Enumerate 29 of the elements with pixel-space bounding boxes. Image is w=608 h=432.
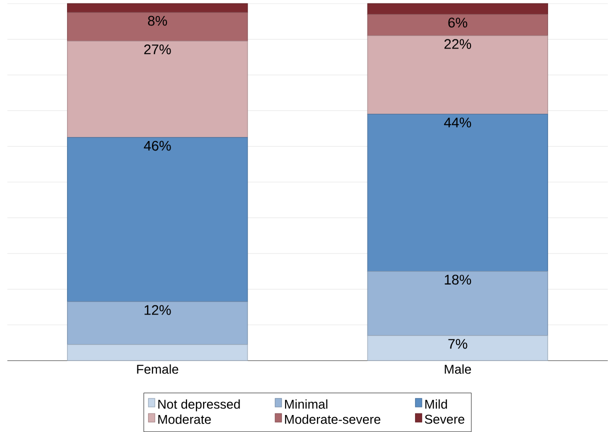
legend-label: Minimal <box>285 399 328 409</box>
legend-label: Not depressed <box>158 399 240 412</box>
data-label: 18% <box>444 274 472 285</box>
data-label: 8% <box>148 16 167 26</box>
bar <box>67 12 248 42</box>
bar <box>67 344 248 361</box>
data-label: 6% <box>448 18 468 28</box>
bar <box>367 14 548 36</box>
bar <box>67 40 248 138</box>
bar <box>67 3 248 13</box>
bar <box>67 301 248 345</box>
data-label: 7% <box>448 339 468 349</box>
legend-label: Severe <box>424 414 464 424</box>
legend-label: Moderate <box>158 414 211 424</box>
legend-label: Moderate-severe <box>285 414 380 424</box>
bar <box>367 35 548 115</box>
data-label: 44% <box>444 118 472 128</box>
bar <box>367 3 548 15</box>
data-label: 46% <box>144 140 171 151</box>
bar <box>367 114 548 272</box>
x-tick-label: Female <box>137 364 178 374</box>
x-tick-label: Male <box>444 364 471 374</box>
data-label: 27% <box>144 44 171 54</box>
bar <box>367 335 548 361</box>
bar <box>367 271 548 336</box>
legend-label: Mild <box>425 399 447 409</box>
bar <box>67 137 248 302</box>
data-label: 22% <box>444 39 472 49</box>
data-label: 12% <box>144 305 171 315</box>
